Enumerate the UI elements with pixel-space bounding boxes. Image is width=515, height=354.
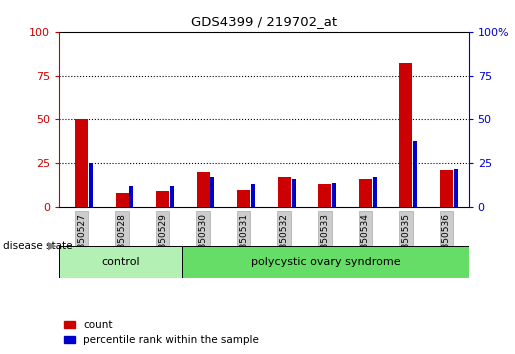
Bar xyxy=(359,179,372,207)
Bar xyxy=(332,183,336,207)
Bar xyxy=(372,177,376,207)
Bar xyxy=(291,179,296,207)
Bar xyxy=(129,186,133,207)
Bar xyxy=(89,163,93,207)
Bar xyxy=(211,177,214,207)
Text: ▶: ▶ xyxy=(48,241,57,251)
Bar xyxy=(170,186,174,207)
Text: polycystic ovary syndrome: polycystic ovary syndrome xyxy=(250,257,400,267)
FancyBboxPatch shape xyxy=(59,246,182,278)
Bar xyxy=(75,120,88,207)
Bar xyxy=(318,184,331,207)
Bar xyxy=(115,193,129,207)
Bar xyxy=(237,190,250,207)
Bar xyxy=(197,172,210,207)
Bar xyxy=(156,191,169,207)
Bar xyxy=(251,184,255,207)
Legend: count, percentile rank within the sample: count, percentile rank within the sample xyxy=(64,320,259,345)
FancyBboxPatch shape xyxy=(182,246,469,278)
Title: GDS4399 / 219702_at: GDS4399 / 219702_at xyxy=(191,15,337,28)
Bar xyxy=(440,170,453,207)
Text: control: control xyxy=(101,257,140,267)
Bar xyxy=(399,63,413,207)
Bar xyxy=(278,177,290,207)
Text: disease state: disease state xyxy=(3,241,72,251)
Bar xyxy=(454,169,458,207)
Bar xyxy=(413,141,417,207)
